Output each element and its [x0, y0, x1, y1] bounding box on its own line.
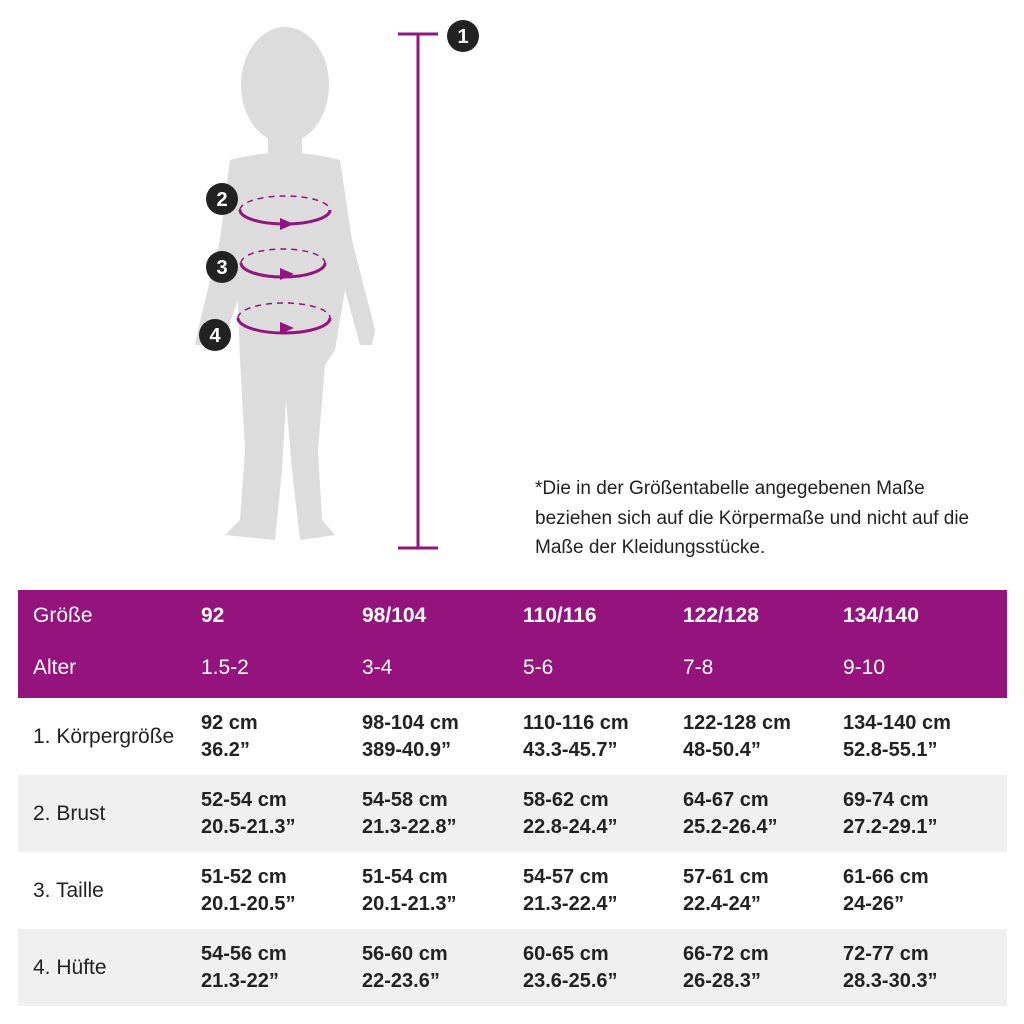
size-label: Größe: [33, 604, 93, 627]
size-value: 134/140: [843, 604, 919, 627]
measure-cell: 57-61 cm 22.4-24”: [683, 864, 769, 918]
cm-value: 54-56 cm: [201, 943, 287, 965]
cm-value: 54-58 cm: [362, 789, 448, 811]
measure-cell: 122-128 cm 48-50.4”: [683, 710, 791, 764]
cm-value: 56-60 cm: [362, 943, 448, 965]
size-value: 92: [201, 604, 225, 627]
marker-4-icon: 4: [199, 319, 231, 351]
inch-value: 22.8-24.4”: [523, 816, 618, 838]
measure-label: 2. Brust: [33, 801, 106, 825]
inch-value: 25.2-26.4”: [683, 816, 778, 838]
measure-cell: 134-140 cm 52.8-55.1”: [843, 710, 951, 764]
inch-value: 389-40.9”: [362, 739, 451, 761]
size-row: Größe 92 98/104 110/116 122/128 134/140: [18, 604, 1007, 634]
svg-text:1: 1: [457, 26, 468, 48]
size-note: *Die in der Größentabelle angegebenen Ma…: [535, 478, 970, 558]
inch-value: 43.3-45.7”: [523, 739, 618, 761]
cm-value: 60-65 cm: [523, 943, 609, 965]
child-measurement-figure: 1 2 3 4: [195, 20, 479, 550]
table-header: Größe 92 98/104 110/116 122/128 134/140 …: [18, 590, 1007, 698]
measure-cell: 61-66 cm 24-26”: [843, 864, 929, 918]
measure-cell: 56-60 cm 22-23.6”: [362, 941, 448, 995]
measure-cell: 51-52 cm 20.1-20.5”: [201, 864, 296, 918]
cm-value: 92 cm: [201, 712, 258, 734]
inch-value: 26-28.3”: [683, 970, 761, 992]
age-row: Alter 1.5-2 3-4 5-6 7-8 9-10: [18, 656, 1007, 686]
size-table: Größe 92 98/104 110/116 122/128 134/140 …: [18, 590, 1007, 1006]
inch-value: 23.6-25.6”: [523, 970, 618, 992]
inch-value: 22-23.6”: [362, 970, 440, 992]
chest-measure-loop: [238, 195, 332, 230]
cm-value: 51-52 cm: [201, 866, 287, 888]
inch-value: 20.1-20.5”: [201, 893, 296, 915]
cm-value: 54-57 cm: [523, 866, 609, 888]
inch-value: 24-26”: [843, 893, 905, 915]
measure-label: 3. Taille: [33, 878, 104, 902]
inch-value: 28.3-30.3”: [843, 970, 938, 992]
svg-text:4: 4: [209, 325, 221, 347]
measure-cell: 69-74 cm 27.2-29.1”: [843, 787, 938, 841]
inch-value: 20.5-21.3”: [201, 816, 296, 838]
svg-text:3: 3: [216, 257, 227, 279]
size-value: 98/104: [362, 604, 427, 627]
measure-cell: 54-56 cm 21.3-22”: [201, 941, 287, 995]
age-value: 7-8: [683, 656, 714, 679]
cm-value: 72-77 cm: [843, 943, 929, 965]
marker-1-icon: 1: [447, 20, 479, 52]
inch-value: 20.1-21.3”: [362, 893, 457, 915]
measure-cell: 54-57 cm 21.3-22.4”: [523, 864, 618, 918]
age-value: 5-6: [523, 656, 554, 679]
measure-cell: 92 cm 36.2”: [201, 710, 258, 764]
age-label: Alter: [33, 656, 77, 679]
measure-cell: 60-65 cm 23.6-25.6”: [523, 941, 618, 995]
waist-measure-loop: [239, 248, 327, 280]
inch-value: 22.4-24”: [683, 893, 761, 915]
measure-cell: 58-62 cm 22.8-24.4”: [523, 787, 618, 841]
measure-cell: 72-77 cm 28.3-30.3”: [843, 941, 938, 995]
measure-cell: 66-72 cm 26-28.3”: [683, 941, 769, 995]
age-value: 3-4: [362, 656, 393, 679]
inch-value: 27.2-29.1”: [843, 816, 938, 838]
cm-value: 52-54 cm: [201, 789, 287, 811]
cm-value: 57-61 cm: [683, 866, 769, 888]
inch-value: 21.3-22.4”: [523, 893, 618, 915]
measure-cell: 51-54 cm 20.1-21.3”: [362, 864, 457, 918]
measure-cell: 54-58 cm 21.3-22.8”: [362, 787, 457, 841]
age-value: 9-10: [843, 656, 886, 679]
table-row: 4. Hüfte 54-56 cm 21.3-22” 56-60 cm 22-23.6”…: [18, 929, 1007, 1006]
cm-value: 58-62 cm: [523, 789, 609, 811]
cm-value: 66-72 cm: [683, 943, 769, 965]
inch-value: 52.8-55.1”: [843, 739, 938, 761]
inch-value: 21.3-22”: [201, 970, 279, 992]
table-row: 1. Körpergröße 92 cm 36.2” 98-104 cm 389-40.…: [18, 698, 1007, 775]
measure-label: 4. Hüfte: [33, 955, 107, 979]
inch-value: 36.2”: [201, 739, 250, 761]
inch-value: 21.3-22.8”: [362, 816, 457, 838]
svg-text:2: 2: [216, 189, 227, 211]
hip-measure-loop: [236, 302, 332, 335]
measure-cell: 64-67 cm 25.2-26.4”: [683, 787, 778, 841]
cm-value: 64-67 cm: [683, 789, 769, 811]
height-measure-bar: [398, 32, 438, 550]
cm-value: 61-66 cm: [843, 866, 929, 888]
age-value: 1.5-2: [201, 656, 249, 679]
cm-value: 51-54 cm: [362, 866, 448, 888]
cm-value: 134-140 cm: [843, 712, 951, 734]
measure-cell: 110-116 cm 43.3-45.7”: [523, 710, 629, 764]
measure-cell: 98-104 cm 389-40.9”: [362, 710, 459, 764]
cm-value: 122-128 cm: [683, 712, 791, 734]
size-value: 122/128: [683, 604, 759, 627]
table-row: 3. Taille 51-52 cm 20.1-20.5” 51-54 cm 20.1-…: [18, 852, 1007, 929]
table-row: 2. Brust 52-54 cm 20.5-21.3” 54-58 cm 21.3-2…: [18, 775, 1007, 852]
measure-cell: 52-54 cm 20.5-21.3”: [201, 787, 296, 841]
child-silhouette: [195, 27, 375, 540]
cm-value: 110-116 cm: [523, 712, 629, 734]
measure-label: 1. Körpergröße: [33, 724, 175, 748]
inch-value: 48-50.4”: [683, 739, 761, 761]
cm-value: 69-74 cm: [843, 789, 929, 811]
marker-2-icon: 2: [206, 183, 238, 215]
cm-value: 98-104 cm: [362, 712, 459, 734]
size-value: 110/116: [523, 604, 597, 627]
marker-3-icon: 3: [206, 251, 238, 283]
